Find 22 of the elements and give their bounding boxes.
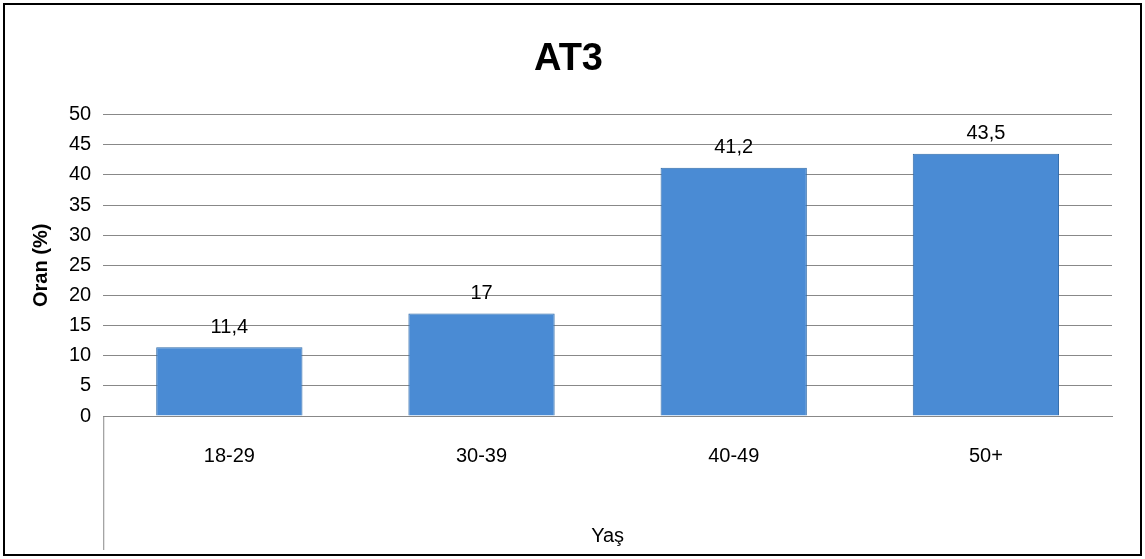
y-tick-label: 50 (69, 102, 92, 125)
x-tick-label: 50+ (968, 443, 1003, 466)
x-tick-label: 30-39 (455, 443, 508, 466)
y-axis-title: Oran (%) (28, 223, 51, 307)
x-tick-label: 18-29 (203, 443, 255, 466)
x-tick-label: 40-49 (708, 443, 760, 466)
chart-title: AT3 (534, 36, 603, 79)
y-tick-label: 20 (69, 282, 92, 305)
data-label: 17 (470, 281, 493, 304)
data-label: 43,5 (966, 121, 1006, 144)
y-tick-label: 5 (80, 373, 92, 396)
y-tick-label: 15 (69, 313, 92, 336)
y-tick-label: 35 (69, 192, 92, 215)
y-tick-label: 30 (69, 222, 92, 245)
y-tick-label: 40 (69, 162, 92, 185)
y-tick-label: 0 (80, 403, 92, 426)
y-tick-label: 25 (69, 252, 92, 275)
y-tick-label: 10 (69, 343, 92, 366)
y-tick-label: 45 (69, 132, 92, 155)
data-label: 11,4 (210, 314, 249, 337)
data-label: 41,2 (714, 135, 754, 158)
x-axis-title: Yaş (591, 523, 625, 546)
